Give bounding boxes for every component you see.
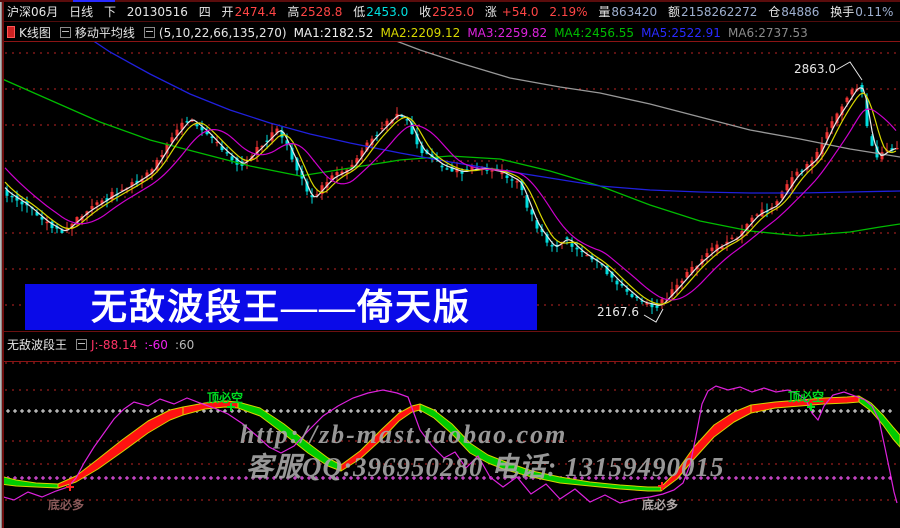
kline-label: K线图 bbox=[19, 26, 51, 40]
ma-value-5: MA5:2522.91 bbox=[641, 26, 721, 40]
volume-value: 863420 bbox=[611, 5, 658, 19]
indicator-header: 无敌波段王 J:-88.14 :-60 :60 bbox=[7, 336, 201, 353]
indicator-info-bar: K线图 移动平均线 (5,10,22,66,135,270) MA1:2182.52 M… bbox=[7, 24, 815, 41]
ma-value-2: MA2:2209.12 bbox=[380, 26, 461, 40]
change-pct-value: 2.19% bbox=[549, 5, 588, 19]
volume-label: 量 bbox=[598, 5, 611, 19]
signal-label-2: 底必多 bbox=[48, 498, 85, 512]
position-value: 84886 bbox=[781, 5, 820, 19]
collapse-box-icon[interactable] bbox=[76, 339, 88, 350]
contract-name: 沪深06月 bbox=[7, 5, 59, 19]
weekday-value: 四 bbox=[198, 5, 211, 19]
annotation-high-price: 2863.0 bbox=[794, 62, 836, 76]
indicator-title: 无敌波段王 bbox=[7, 338, 68, 352]
ma-group-label: 移动平均线 bbox=[74, 26, 135, 40]
indicator-panel-area[interactable] bbox=[0, 362, 900, 504]
watermark-contact: 客服QQ:396950280 电话: 13159490015 bbox=[246, 452, 725, 482]
title-bar: 沪深06月 日线 下 20130516 四 开2474.4 高2528.8 低2… bbox=[7, 3, 900, 20]
position-label: 仓 bbox=[768, 5, 781, 19]
ma-params: (5,10,22,66,135,270) bbox=[158, 26, 287, 40]
main-chart-area[interactable] bbox=[0, 36, 900, 314]
open-value: 2474.4 bbox=[234, 5, 277, 19]
low-value: 2453.0 bbox=[366, 5, 409, 19]
ma-value-3: MA3:2259.82 bbox=[467, 26, 548, 40]
amount-label: 额 bbox=[667, 5, 680, 19]
close-label: 收 bbox=[419, 5, 432, 19]
high-value: 2528.8 bbox=[300, 5, 343, 19]
turnover-label: 换手 bbox=[830, 5, 855, 19]
amount-value: 2158262272 bbox=[681, 5, 758, 19]
low-label: 低 bbox=[353, 5, 366, 19]
indicator-j-value: J:-88.14 bbox=[91, 338, 138, 352]
window-artifact bbox=[73, 0, 115, 2]
chart-overlay-layer bbox=[0, 21, 900, 362]
promo-banner: 无敌波段王——倚天版 bbox=[25, 284, 537, 330]
change-label: 涨 bbox=[484, 5, 497, 19]
watermark-url: http://zb-mast.taobao.com bbox=[240, 420, 568, 449]
collapse-box-icon[interactable] bbox=[143, 27, 155, 38]
ma-value-1: MA1:2182.52 bbox=[293, 26, 374, 40]
signal-label-4: 底必多 bbox=[642, 498, 679, 512]
high-label: 高 bbox=[287, 5, 300, 19]
open-label: 开 bbox=[221, 5, 234, 19]
date-value: 20130516 bbox=[126, 5, 188, 19]
window-top-border bbox=[0, 0, 900, 2]
change-value: +54.0 bbox=[501, 5, 539, 19]
ma-value-4: MA4:2456.55 bbox=[554, 26, 635, 40]
indicator-level-low: :-60 bbox=[144, 338, 168, 352]
turnover-value: 0.11% bbox=[855, 5, 894, 19]
ma-value-6: MA6:2737.53 bbox=[727, 26, 808, 40]
signal-label-1: 顶必空 bbox=[207, 391, 244, 405]
period-label[interactable]: 日线 bbox=[69, 5, 94, 19]
window-left-border bbox=[0, 0, 4, 528]
ma-values: MA1:2182.52 MA2:2209.12 MA3:2259.82 MA4:245… bbox=[294, 26, 815, 40]
collapse-box-icon[interactable] bbox=[59, 27, 71, 38]
indicator-level-high: :60 bbox=[174, 338, 195, 352]
kline-icon bbox=[7, 26, 15, 38]
annotation-low-price: 2167.6 bbox=[597, 305, 639, 319]
close-value: 2525.0 bbox=[432, 5, 475, 19]
dropdown-indicator[interactable]: 下 bbox=[103, 5, 116, 19]
signal-label-3: 顶必空 bbox=[788, 390, 825, 404]
